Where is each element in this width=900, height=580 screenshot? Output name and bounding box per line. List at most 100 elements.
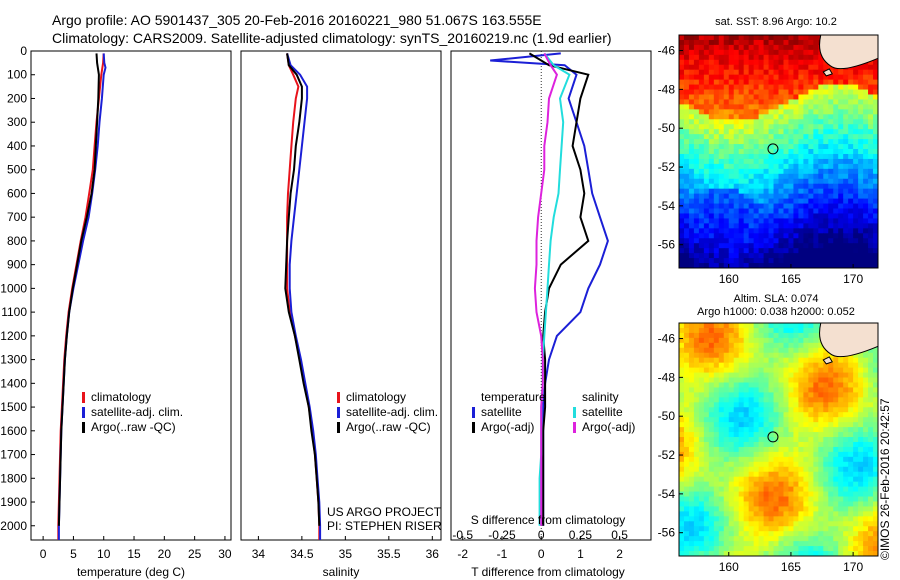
map-cell <box>848 451 854 458</box>
map-cell <box>698 536 705 542</box>
map-cell <box>788 476 795 483</box>
map-cell <box>693 35 700 41</box>
map-cell <box>828 427 834 433</box>
map-cell <box>798 188 804 195</box>
map-cell <box>773 124 780 130</box>
map-cell <box>738 35 745 41</box>
map-cell <box>758 208 765 215</box>
map-cell <box>783 466 790 473</box>
map-cell <box>823 144 829 150</box>
map-cell <box>823 501 829 508</box>
map-cell <box>708 233 715 239</box>
map-cell <box>803 357 809 364</box>
map-cell <box>838 223 844 229</box>
map-cell <box>688 511 695 517</box>
map-cell <box>748 367 755 374</box>
map-cell <box>688 342 695 349</box>
map-cell <box>873 461 878 468</box>
map-cell <box>738 357 745 364</box>
map-cell <box>828 382 834 389</box>
map-cell <box>703 521 710 527</box>
map-cell <box>708 168 715 175</box>
map-cell <box>688 476 695 483</box>
map-cell <box>848 491 854 498</box>
map-cell <box>703 35 710 41</box>
map-cell <box>823 506 829 512</box>
map-cell <box>728 327 735 334</box>
map-cell <box>838 451 844 458</box>
map-cell <box>813 446 819 453</box>
map-cell <box>823 99 829 106</box>
salinity-legend-title: salinity <box>582 390 619 404</box>
map-cell <box>798 456 804 463</box>
map-cell <box>788 99 795 106</box>
map-cell <box>688 337 695 344</box>
map-cell <box>693 163 700 170</box>
map-cell <box>798 114 804 120</box>
map-cell <box>848 74 854 81</box>
map-cell <box>743 64 750 71</box>
map-cell <box>823 551 829 556</box>
map-cell <box>823 134 829 140</box>
map-cell <box>808 238 814 244</box>
map-cell <box>693 59 700 66</box>
map-cell <box>773 119 780 125</box>
map-cell <box>763 223 770 229</box>
map-cell <box>718 466 725 473</box>
map-cell <box>843 441 849 448</box>
map-cell <box>768 516 775 522</box>
map-cell <box>778 49 785 56</box>
map-cell <box>743 119 750 125</box>
map-cell <box>683 471 690 478</box>
map-cell <box>778 203 785 210</box>
map-cell <box>778 456 785 463</box>
map-cell <box>723 178 730 185</box>
map-cell <box>738 243 745 249</box>
map-cell <box>688 258 695 264</box>
map-cell <box>778 437 785 443</box>
map-cell <box>798 203 804 210</box>
map-cell <box>723 233 730 239</box>
map-cell <box>873 392 878 398</box>
map-cell <box>713 342 720 349</box>
temperature-tick-label: 15 <box>127 547 141 561</box>
map-cell <box>848 402 854 408</box>
map-cell <box>748 203 755 210</box>
map-cell <box>703 238 710 244</box>
map-cell <box>688 114 695 120</box>
map-cell <box>698 193 705 200</box>
latitude-tick-label: -46 <box>658 44 676 58</box>
map-cell <box>718 119 725 125</box>
map-cell <box>813 516 819 522</box>
map-cell <box>693 327 700 334</box>
map-cell <box>778 526 785 532</box>
map-cell <box>763 327 770 334</box>
map-cell <box>718 39 725 46</box>
map-cell <box>758 347 765 354</box>
map-cell <box>758 407 765 413</box>
map-cell <box>728 173 735 180</box>
map-cell <box>698 432 705 438</box>
map-cell <box>778 238 785 244</box>
map-cell <box>813 168 819 175</box>
map-cell <box>728 84 735 91</box>
map-cell <box>708 258 715 264</box>
map-cell <box>713 323 720 329</box>
map-cell <box>828 238 834 244</box>
map-cell <box>683 134 690 140</box>
map-cell <box>763 491 770 498</box>
map-cell <box>838 198 844 205</box>
map-cell <box>788 258 795 264</box>
map-cell <box>693 451 700 458</box>
argo-location-marker <box>767 143 779 155</box>
map-cell <box>679 342 685 349</box>
map-cell <box>838 144 844 150</box>
map-cell <box>818 218 824 224</box>
map-cell <box>843 149 849 155</box>
map-cell <box>733 437 740 443</box>
map-cell <box>848 188 854 195</box>
map-cell <box>748 446 755 453</box>
map-cell <box>753 243 760 249</box>
map-cell <box>733 357 740 364</box>
map-cell <box>778 178 785 185</box>
